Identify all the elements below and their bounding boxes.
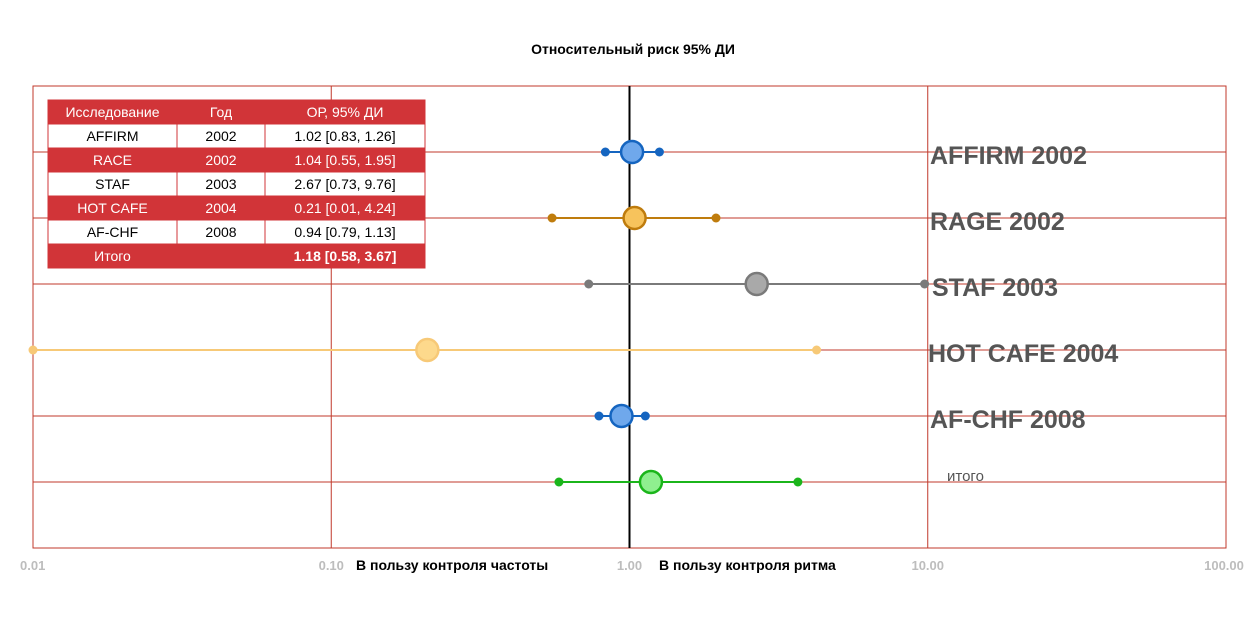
study-labels: AFFIRM 2002 RAGE 2002 STAF 2003 HOT CAFE 20… (928, 142, 1118, 485)
table-cell: 0.21 [0.01, 4.24] (294, 200, 395, 216)
table-cell: AF-CHF (87, 224, 138, 240)
table-row-bg (47, 123, 426, 149)
ci-lower-dot (600, 147, 610, 157)
table-row-bg (47, 99, 426, 125)
favor-rate-control-label: В пользу контроля частоты (356, 557, 548, 573)
table-row: AF-CHF 2008 0.94 [0.79, 1.13] (47, 219, 426, 245)
ci-lower-dot (547, 213, 557, 223)
x-tick-label: 10.00 (911, 558, 944, 573)
table-row-bg (47, 147, 426, 173)
ci-lower-dot (28, 345, 38, 355)
favor-rhythm-control-label: В пользу контроля ритма (659, 557, 836, 573)
table-cell: 2003 (205, 176, 236, 192)
table-row: HOT CAFE 2004 0.21 [0.01, 4.24] (47, 195, 426, 221)
table-cell: Итого (94, 248, 131, 264)
x-axis-ticks: 0.01 0.10 1.00 10.00 100.00 (20, 558, 1244, 573)
ci-upper-dot (920, 279, 930, 289)
x-tick-label: 100.00 (1204, 558, 1244, 573)
study-label: STAF 2003 (932, 274, 1058, 302)
ci-lower-dot (594, 411, 604, 421)
x-tick-label: 1.00 (617, 558, 642, 573)
table-cell: 2004 (205, 200, 236, 216)
table-header-row: Исследование Год ОР, 95% ДИ (47, 99, 426, 125)
point-estimate (638, 469, 664, 495)
study-row-marks (594, 403, 650, 429)
table-cell: 2002 (205, 128, 236, 144)
table-cell: HOT CAFE (77, 200, 148, 216)
table-row-bg (47, 195, 426, 221)
table-cell: ОР, 95% ДИ (307, 104, 384, 120)
ci-upper-dot (654, 147, 664, 157)
summary-table: Исследование Год ОР, 95% ДИ AFFIRM 2002 1.02 … (47, 99, 426, 269)
table-total-row: Итого 1.18 [0.58, 3.67] (47, 243, 426, 269)
ci-upper-dot (640, 411, 650, 421)
ci-upper-dot (812, 345, 822, 355)
ci-lower-dot (554, 477, 564, 487)
ci-upper-dot (793, 477, 803, 487)
table-cell: 1.04 [0.55, 1.95] (294, 152, 395, 168)
table-row: STAF 2003 2.67 [0.73, 9.76] (47, 171, 426, 197)
study-row-marks (554, 469, 803, 495)
table-row: AFFIRM 2002 1.02 [0.83, 1.26] (47, 123, 426, 149)
total-label: итого (947, 468, 984, 485)
study-row-marks (547, 205, 721, 231)
study-label: AFFIRM 2002 (930, 142, 1087, 170)
table-cell: Исследование (65, 104, 159, 120)
ci-upper-dot (711, 213, 721, 223)
table-cell: Год (210, 104, 232, 120)
point-estimate (619, 139, 645, 165)
point-estimate (622, 205, 647, 231)
table-row: RACE 2002 1.04 [0.55, 1.95] (47, 147, 426, 173)
study-label: RAGE 2002 (930, 208, 1065, 236)
study-label: HOT CAFE 2004 (928, 340, 1118, 368)
table-cell: 0.94 [0.79, 1.13] (294, 224, 395, 240)
study-row-marks (600, 139, 664, 165)
plot-marks (28, 139, 930, 495)
table-cell: STAF (95, 176, 130, 192)
table-cell: 2008 (205, 224, 236, 240)
x-tick-label: 0.10 (319, 558, 344, 573)
study-row-marks (584, 271, 930, 297)
table-cell: 1.02 [0.83, 1.26] (294, 128, 395, 144)
table-cell: RACE (93, 152, 132, 168)
point-estimate (415, 337, 440, 363)
table-cell: 2002 (205, 152, 236, 168)
study-label: AF-CHF 2008 (930, 406, 1086, 434)
table-cell: AFFIRM (86, 128, 138, 144)
ci-lower-dot (584, 279, 594, 289)
point-estimate (609, 403, 634, 429)
table-cell: 1.18 [0.58, 3.67] (294, 248, 397, 264)
table-row-bg (47, 243, 426, 269)
point-estimate (744, 271, 769, 297)
chart-title: Относительный риск 95% ДИ (531, 41, 735, 57)
table-row-bg (47, 219, 426, 245)
x-tick-label: 0.01 (20, 558, 45, 573)
study-row-marks (28, 337, 822, 363)
table-row-bg (47, 171, 426, 197)
table-cell: 2.67 [0.73, 9.76] (294, 176, 395, 192)
